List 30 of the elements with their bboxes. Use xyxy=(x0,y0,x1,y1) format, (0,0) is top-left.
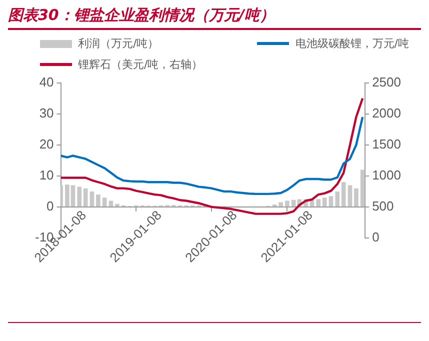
y-tick-label: 10 xyxy=(39,168,54,182)
bar xyxy=(348,185,352,206)
bar xyxy=(316,199,321,206)
y2-tick-label: 2000 xyxy=(372,105,401,120)
legend-label: 利润（万元/吨） xyxy=(78,36,159,51)
y2-tick-label: 2500 xyxy=(372,74,401,90)
y-tick-label: 40 xyxy=(39,74,54,90)
bar xyxy=(77,186,82,206)
y2-tick-label: 1000 xyxy=(372,168,401,182)
y-tick-label: 0 xyxy=(46,198,54,214)
bar xyxy=(83,188,88,206)
bar xyxy=(354,188,358,206)
bar xyxy=(328,196,334,206)
legend-label: 电池级碳酸锂，万元/吨 xyxy=(295,36,409,51)
chart-title: 图表30：锂盐企业盈利情况（万元/吨） xyxy=(8,0,421,30)
y2-tick-label: 0 xyxy=(372,230,380,245)
bar xyxy=(341,182,346,206)
bar xyxy=(90,191,94,206)
y2-tick-label: 1500 xyxy=(372,136,401,152)
y-tick-label: 20 xyxy=(39,136,54,152)
legend-label: 锂辉石（美元/吨，右轴） xyxy=(78,57,203,72)
bar xyxy=(115,204,120,206)
y-tick-label: 30 xyxy=(39,105,54,120)
bar xyxy=(322,198,327,206)
bar xyxy=(96,194,100,206)
bar xyxy=(335,191,340,206)
y2-tick-label: 500 xyxy=(372,198,394,214)
bar xyxy=(360,170,365,206)
bar xyxy=(102,198,107,206)
bar xyxy=(285,200,290,206)
